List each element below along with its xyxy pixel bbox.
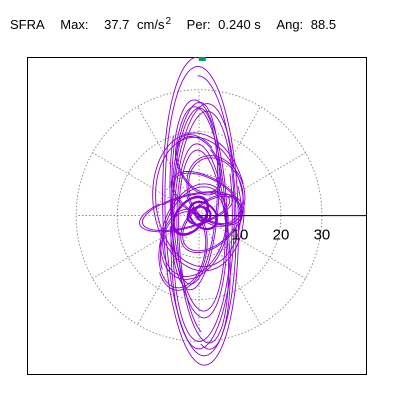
max-unit: cm/s2 — [137, 17, 171, 33]
motion-loop-7 — [139, 191, 234, 233]
motion-loop-8 — [180, 193, 244, 254]
motion-loop-10 — [186, 155, 246, 227]
motion-loop-0 — [162, 57, 239, 366]
polar-hodogram-chart: 10 20 30 — [27, 57, 367, 375]
peak-marker — [198, 57, 206, 61]
max-unit-exponent: 2 — [165, 16, 172, 27]
motion-loop-15 — [186, 205, 212, 226]
max-value: 37.7 — [104, 17, 130, 32]
peak-layer — [198, 57, 206, 61]
radial-tick-label-30: 30 — [314, 227, 331, 244]
angle-label: Ang: — [276, 17, 304, 32]
tick-labels: 10 20 30 — [232, 227, 331, 244]
motion-loop-12 — [174, 134, 223, 196]
motion-trace — [139, 57, 246, 366]
motion-loop-3 — [169, 101, 220, 291]
motion-loop-14 — [188, 200, 219, 231]
radial-tick-label-10: 10 — [232, 227, 249, 244]
station-code: SFRA — [10, 17, 45, 32]
max-label: Max: — [60, 17, 89, 32]
radial-tick-label-20: 20 — [273, 227, 290, 244]
angle-value: 88.5 — [310, 17, 337, 32]
motion-loop-13 — [172, 195, 210, 236]
motion-loop-5 — [152, 132, 245, 272]
motion-loop-11 — [158, 208, 208, 291]
period-value: 0.240 s — [218, 17, 261, 32]
plot-area: 10 20 30 — [27, 57, 367, 375]
period-label: Per: — [186, 17, 211, 32]
max-unit-base: cm/s — [137, 17, 165, 32]
motion-loop-16 — [194, 205, 209, 222]
plot-header: SFRA Max: 37.7 cm/s2 Per: 0.240 s Ang: 8… — [10, 17, 336, 33]
